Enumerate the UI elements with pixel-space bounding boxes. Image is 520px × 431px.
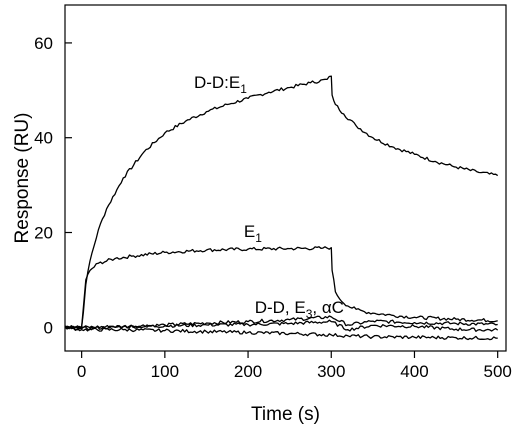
series-annotation: E1 (244, 222, 262, 245)
x-axis-title: Time (s) (251, 404, 320, 425)
x-tick-label: 200 (234, 362, 262, 381)
y-tick-label: 40 (34, 129, 53, 148)
series-group (64, 75, 499, 341)
series-line-1 (65, 75, 499, 330)
x-axis: 0 100 200 300 400 500 (77, 351, 512, 381)
series-line-4 (64, 319, 499, 332)
x-tick-label: 500 (483, 362, 511, 381)
x-tick-label: 0 (77, 362, 86, 381)
annotation-group: D-D:E1 E1 D-D, E3, αC (194, 73, 344, 321)
series-annotation: D-D:E1 (194, 73, 247, 96)
y-tick-label: 60 (34, 34, 53, 53)
x-tick-label: 400 (400, 362, 428, 381)
y-tick-label: 0 (44, 318, 53, 337)
series-line-2 (64, 246, 498, 330)
plot-frame (64, 4, 507, 352)
plot-border (64, 4, 507, 352)
y-axis-title: Response (RU) (12, 113, 33, 244)
x-tick-label: 100 (151, 362, 179, 381)
y-axis: 0 20 40 60 (34, 34, 72, 337)
x-tick-label: 300 (317, 362, 345, 381)
series-annotation: D-D, E3, αC (255, 298, 344, 321)
y-tick-label: 20 (34, 224, 53, 243)
series-line-5 (64, 326, 498, 341)
